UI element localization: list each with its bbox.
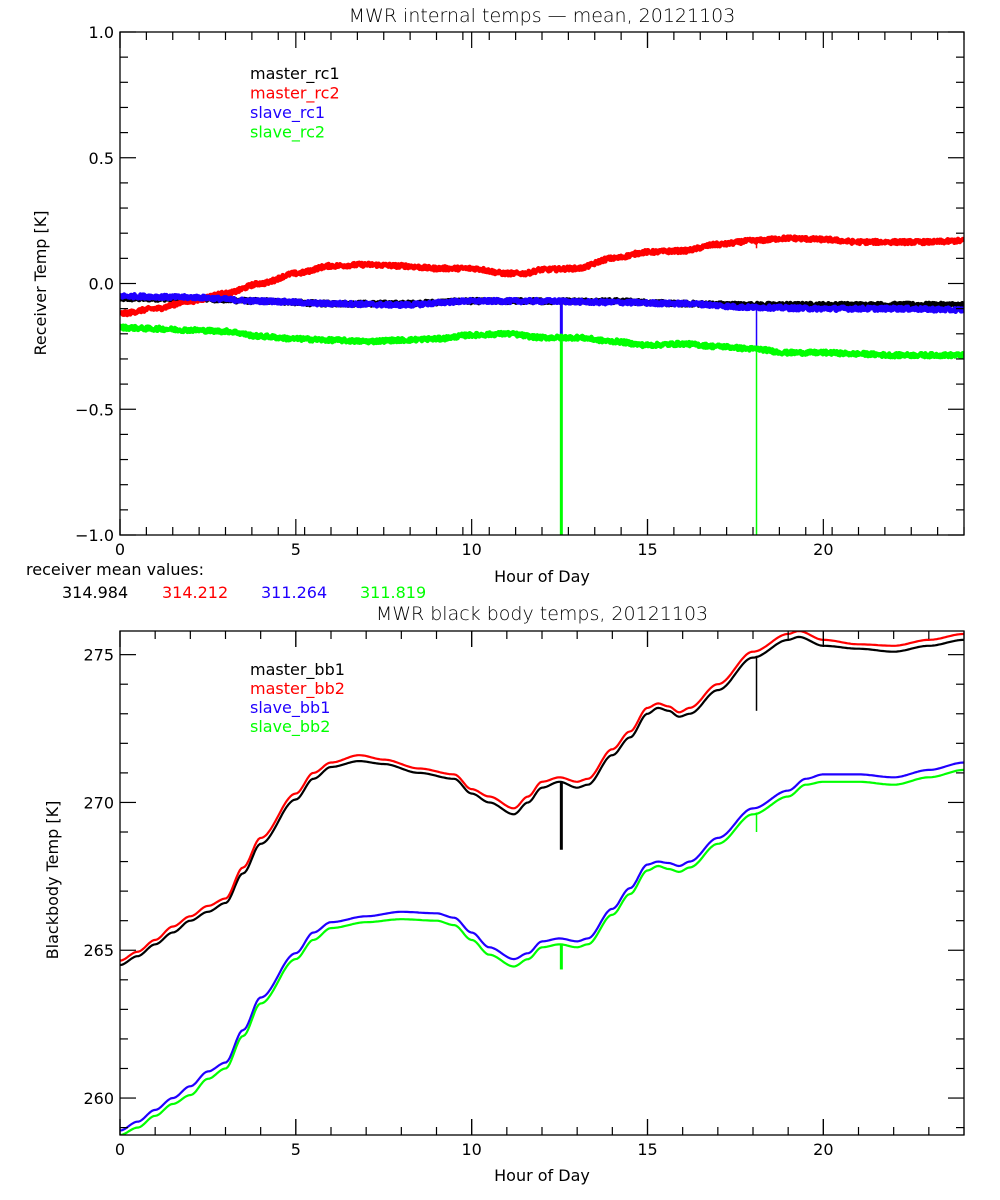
series-line-slave-rc2 xyxy=(120,323,964,360)
y-tick-label: −0.5 xyxy=(75,400,114,419)
x-tick-label: 0 xyxy=(115,540,125,559)
x-tick-labels: 0 5 10 15 20 xyxy=(115,540,834,559)
x-tick-label: 20 xyxy=(813,1140,833,1159)
y-tick-label: 0.0 xyxy=(89,275,114,294)
x-tick-label: 5 xyxy=(291,540,301,559)
plot-series-group xyxy=(120,631,964,1135)
x-axis-label: Hour of Day xyxy=(494,1166,590,1185)
receiver-mean-value: 314.984 xyxy=(62,583,128,602)
y-tick-label: 270 xyxy=(83,793,114,812)
legend-item-slave-bb2: slave_bb2 xyxy=(250,717,330,737)
legend-item-master-bb1: master_bb1 xyxy=(250,660,345,680)
receiver-means-label: receiver mean values: xyxy=(26,560,204,579)
legend-item-master-rc2: master_rc2 xyxy=(250,84,340,104)
x-tick-label: 5 xyxy=(291,1140,301,1159)
x-tick-label: 0 xyxy=(115,1140,125,1159)
blackbody-temp-chart: MWR black body temps, 20121103 0 5 10 15 20 … xyxy=(43,603,965,1185)
series-line-slave-bb2 xyxy=(120,768,964,1135)
x-axis-label: Hour of Day xyxy=(494,567,590,586)
x-tick-labels: 0 5 10 15 20 xyxy=(115,1140,834,1159)
receiver-mean-value: 311.819 xyxy=(360,583,426,602)
series-line-master-bb1 xyxy=(120,635,964,967)
legend-item-slave-bb1: slave_bb1 xyxy=(250,698,330,718)
x-tick-label: 20 xyxy=(813,540,833,559)
axis-ticks xyxy=(119,31,965,536)
y-axis-label: Blackbody Temp [K] xyxy=(43,801,62,960)
legend-item-master-rc1: master_rc1 xyxy=(250,64,340,84)
series-line-master-rc2 xyxy=(120,234,964,318)
y-tick-label: 1.0 xyxy=(89,23,114,42)
y-tick-label: 260 xyxy=(83,1089,114,1108)
y-tick-labels: 260 265 270 275 xyxy=(83,646,114,1108)
series-line-slave-rc1 xyxy=(120,292,964,315)
y-tick-label: 0.5 xyxy=(89,149,114,168)
x-tick-label: 15 xyxy=(637,540,657,559)
y-tick-label: 265 xyxy=(83,941,114,960)
x-tick-label: 15 xyxy=(637,1140,657,1159)
receiver-temp-chart: MWR internal temps — mean, 20121103 0 5 10… xyxy=(26,5,965,602)
plot-frame xyxy=(119,630,965,1136)
y-axis-label: Receiver Temp [K] xyxy=(31,210,50,355)
legend-item-master-bb2: master_bb2 xyxy=(250,679,345,699)
receiver-means-values: 314.984 314.212 311.264 311.819 xyxy=(62,583,426,602)
y-tick-label: 275 xyxy=(83,646,114,665)
chart-title: MWR internal temps — mean, 20121103 xyxy=(349,5,736,27)
receiver-mean-value: 311.264 xyxy=(261,583,327,602)
axis-ticks xyxy=(119,631,965,1135)
y-tick-labels: −1.0 −0.5 0.0 0.5 1.0 xyxy=(75,23,114,545)
legend-item-slave-rc2: slave_rc2 xyxy=(250,123,325,143)
series-line-slave-bb1 xyxy=(120,761,964,1132)
plot-series-group xyxy=(120,234,964,535)
series-line-master-bb2 xyxy=(120,631,964,962)
legend-item-slave-rc1: slave_rc1 xyxy=(250,103,325,123)
x-tick-label: 10 xyxy=(461,540,481,559)
chart-title: MWR black body temps, 20121103 xyxy=(376,603,708,625)
x-tick-label: 10 xyxy=(461,1140,481,1159)
y-tick-label: −1.0 xyxy=(75,526,114,545)
receiver-mean-value: 314.212 xyxy=(162,583,228,602)
